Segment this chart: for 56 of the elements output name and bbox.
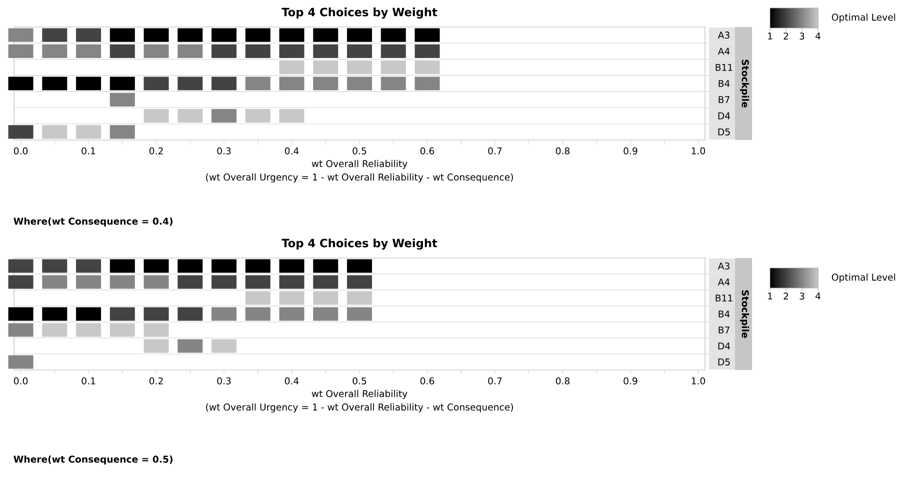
color-bar-label: 1 bbox=[768, 32, 772, 40]
y-tick-label: B7 bbox=[718, 96, 730, 104]
x-tick-label: 0.1 bbox=[82, 377, 96, 384]
x-tick-label: 1.0 bbox=[692, 377, 706, 384]
text: Where(wt Consequence = 0.5) bbox=[14, 455, 172, 465]
x-tick-label: 0.3 bbox=[217, 377, 231, 384]
chart-title: Top 4 Choices by Weight bbox=[282, 238, 438, 250]
y-tick-label: D4 bbox=[718, 342, 730, 350]
color-bar-label: 3 bbox=[800, 292, 804, 300]
y-axis-title: Stockpile bbox=[740, 60, 750, 108]
x-tick-label: 0.3 bbox=[217, 147, 231, 154]
x-tick-label: 0.9 bbox=[624, 377, 638, 384]
text: (wt Overall Urgency = 1 - wt Overall Reliability - wt Consequence) bbox=[206, 173, 513, 182]
y-tick-label: A3 bbox=[718, 262, 730, 270]
x-tick-label: 0.6 bbox=[420, 147, 434, 154]
color-bar-title: Optimal Level bbox=[832, 13, 896, 23]
x-tick-label: 0.1 bbox=[82, 147, 96, 154]
text: Where(wt Consequence = 0.4) bbox=[14, 217, 172, 227]
color-bar-title: Optimal Level bbox=[832, 273, 896, 283]
y-tick-label: A3 bbox=[718, 32, 730, 39]
x-axis-title: wt Overall Reliability bbox=[312, 160, 408, 169]
x-tick-label: 0.7 bbox=[488, 377, 502, 384]
y-tick-label: A4 bbox=[718, 278, 730, 286]
x-tick-label: 0.6 bbox=[420, 377, 434, 384]
x-tick-label: 0.4 bbox=[284, 377, 299, 384]
y-tick-label: D5 bbox=[718, 358, 730, 366]
chart-title: Top 4 Choices by Weight bbox=[282, 8, 438, 19]
y-tick-label: B11 bbox=[716, 64, 732, 71]
y-tick-label: B4 bbox=[718, 310, 730, 318]
x-tick-label: 0.9 bbox=[624, 147, 638, 154]
x-tick-label: 0.5 bbox=[352, 147, 366, 154]
y-tick-label: A4 bbox=[718, 48, 730, 55]
y-tick-label: D4 bbox=[718, 112, 730, 120]
x-axis-title: wt Overall Reliability bbox=[312, 390, 408, 399]
color-bar-label: 2 bbox=[784, 32, 788, 40]
x-tick-label: 0.2 bbox=[149, 377, 163, 384]
x-tick-label: 0.7 bbox=[488, 147, 502, 154]
x-tick-label: 1.0 bbox=[692, 147, 706, 154]
y-tick-label: B7 bbox=[718, 326, 730, 334]
text: (wt Overall Urgency = 1 - wt Overall Reliability - wt Consequence) bbox=[206, 403, 513, 412]
color-bar-label: 4 bbox=[816, 292, 820, 300]
color-bar-label: 1 bbox=[768, 292, 772, 300]
x-tick-label: 0.2 bbox=[149, 147, 163, 154]
color-bar-label: 2 bbox=[784, 292, 788, 300]
x-tick-label: 0.4 bbox=[284, 147, 299, 154]
x-tick-label: 0.8 bbox=[556, 147, 570, 154]
x-tick-label: 0.5 bbox=[352, 377, 366, 384]
color-bar-label: 4 bbox=[816, 32, 820, 40]
x-tick-label: 0.0 bbox=[14, 377, 28, 384]
y-tick-label: B11 bbox=[716, 294, 732, 302]
y-tick-label: B4 bbox=[718, 80, 730, 87]
color-bar-label: 3 bbox=[800, 32, 804, 40]
y-axis-title: Stockpile bbox=[740, 290, 750, 338]
x-tick-label: 0.0 bbox=[14, 147, 28, 154]
y-tick-label: D5 bbox=[718, 128, 730, 136]
x-tick-label: 0.8 bbox=[556, 377, 570, 384]
